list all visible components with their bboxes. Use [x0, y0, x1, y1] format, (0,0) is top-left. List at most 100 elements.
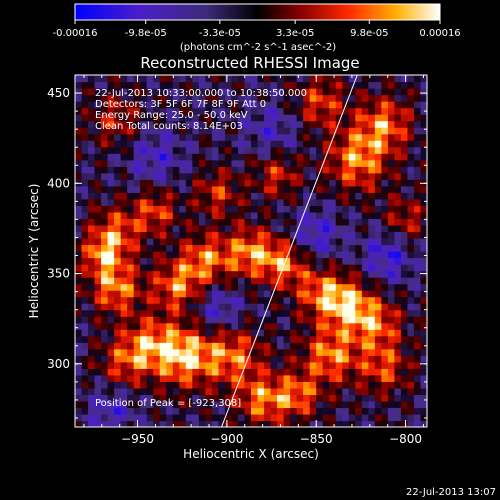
heatmap-cell: [374, 179, 382, 187]
x-tick-label: −800: [389, 432, 422, 446]
heatmap-cell: [107, 257, 115, 265]
heatmap-cell: [146, 81, 154, 89]
heatmap-cell: [101, 127, 109, 135]
heatmap-cell: [361, 114, 369, 122]
heatmap-cell: [387, 420, 396, 427]
heatmap-cell: [329, 198, 337, 206]
heatmap-cell: [270, 192, 278, 200]
heatmap-cell: [120, 329, 128, 337]
heatmap-cell: [322, 257, 330, 265]
heatmap-cell: [329, 400, 337, 409]
heatmap-cell: [251, 94, 259, 102]
heatmap-cell: [251, 303, 259, 311]
heatmap-cell: [224, 75, 233, 83]
heatmap-cell: [322, 387, 330, 396]
heatmap-cell: [101, 140, 109, 148]
heatmap-cell: [277, 296, 285, 304]
heatmap-cell: [127, 237, 135, 246]
heatmap-cell: [153, 394, 161, 402]
heatmap-cell: [159, 394, 167, 402]
heatmap-cell: [146, 368, 154, 376]
heatmap-cell: [270, 368, 278, 376]
heatmap-cell: [140, 88, 148, 96]
heatmap-cell: [185, 107, 193, 115]
heatmap-cell: [303, 368, 311, 376]
heatmap-cell: [120, 75, 128, 83]
heatmap-cell: [218, 290, 226, 298]
heatmap-cell: [159, 198, 167, 206]
heatmap-cell: [329, 166, 337, 174]
heatmap-cell: [329, 277, 337, 285]
heatmap-cell: [309, 198, 317, 206]
heatmap-cell: [368, 277, 376, 285]
heatmap-cell: [107, 381, 115, 389]
heatmap-cell: [420, 283, 427, 291]
heatmap-cell: [101, 81, 109, 89]
heatmap-cell: [198, 159, 206, 167]
heatmap-cell: [101, 133, 109, 141]
heatmap-cell: [172, 257, 180, 265]
heatmap-cell: [237, 355, 246, 363]
heatmap-cell: [251, 296, 259, 304]
heatmap-cell: [120, 355, 128, 363]
heatmap-cell: [224, 303, 233, 311]
heatmap-cell: [257, 251, 265, 259]
heatmap-cell: [198, 127, 206, 135]
heatmap-cell: [88, 355, 96, 363]
heatmap-cell: [290, 290, 298, 298]
heatmap-cell: [88, 400, 96, 409]
heatmap-cell: [198, 296, 206, 304]
heatmap-cell: [166, 114, 174, 122]
heatmap-cell: [198, 381, 206, 389]
heatmap-cell: [205, 329, 213, 337]
heatmap-cell: [185, 322, 193, 330]
heatmap-cell: [205, 309, 213, 317]
heatmap-cell: [290, 120, 298, 128]
heatmap-cell: [101, 368, 109, 376]
heatmap-cell: [146, 75, 154, 83]
heatmap-cell: [198, 88, 206, 96]
heatmap-cell: [120, 374, 128, 382]
heatmap-cell: [237, 146, 246, 154]
heatmap-cell: [218, 107, 226, 115]
heatmap-cell: [244, 205, 252, 213]
heatmap-cell: [179, 237, 187, 246]
heatmap-cell: [198, 361, 206, 369]
heatmap-cell: [192, 107, 200, 115]
heatmap-cell: [316, 192, 324, 200]
heatmap-cell: [133, 290, 141, 298]
heatmap-cell: [257, 309, 265, 317]
heatmap-cell: [335, 296, 343, 304]
heatmap-cell: [374, 251, 382, 259]
heatmap-cell: [146, 244, 154, 252]
heatmap-cell: [335, 413, 343, 422]
heatmap-cell: [303, 244, 311, 252]
heatmap-cell: [387, 133, 396, 141]
heatmap-cell: [94, 185, 102, 193]
heatmap-cell: [127, 335, 135, 343]
heatmap-cell: [120, 277, 128, 285]
heatmap-cell: [133, 231, 141, 239]
heatmap-cell: [192, 75, 200, 83]
heatmap-cell: [296, 283, 304, 291]
heatmap-cell: [179, 192, 187, 200]
heatmap-cell: [88, 420, 96, 427]
heatmap-cell: [270, 244, 278, 252]
heatmap-cell: [198, 407, 206, 415]
heatmap-cell: [198, 420, 206, 427]
heatmap-cell: [342, 211, 350, 220]
heatmap-cell: [264, 322, 272, 330]
heatmap-cell: [224, 290, 233, 298]
heatmap-cell: [400, 218, 409, 226]
heatmap-cell: [296, 394, 304, 402]
heatmap-cell: [257, 166, 265, 174]
heatmap-cell: [329, 185, 337, 193]
heatmap-cell: [94, 205, 102, 213]
heatmap-cell: [355, 224, 363, 233]
heatmap-cell: [277, 244, 285, 252]
heatmap-cell: [342, 159, 350, 167]
heatmap-cell: [133, 355, 141, 363]
heatmap-cell: [413, 237, 422, 246]
heatmap-cell: [277, 198, 285, 206]
heatmap-cell: [283, 114, 291, 122]
